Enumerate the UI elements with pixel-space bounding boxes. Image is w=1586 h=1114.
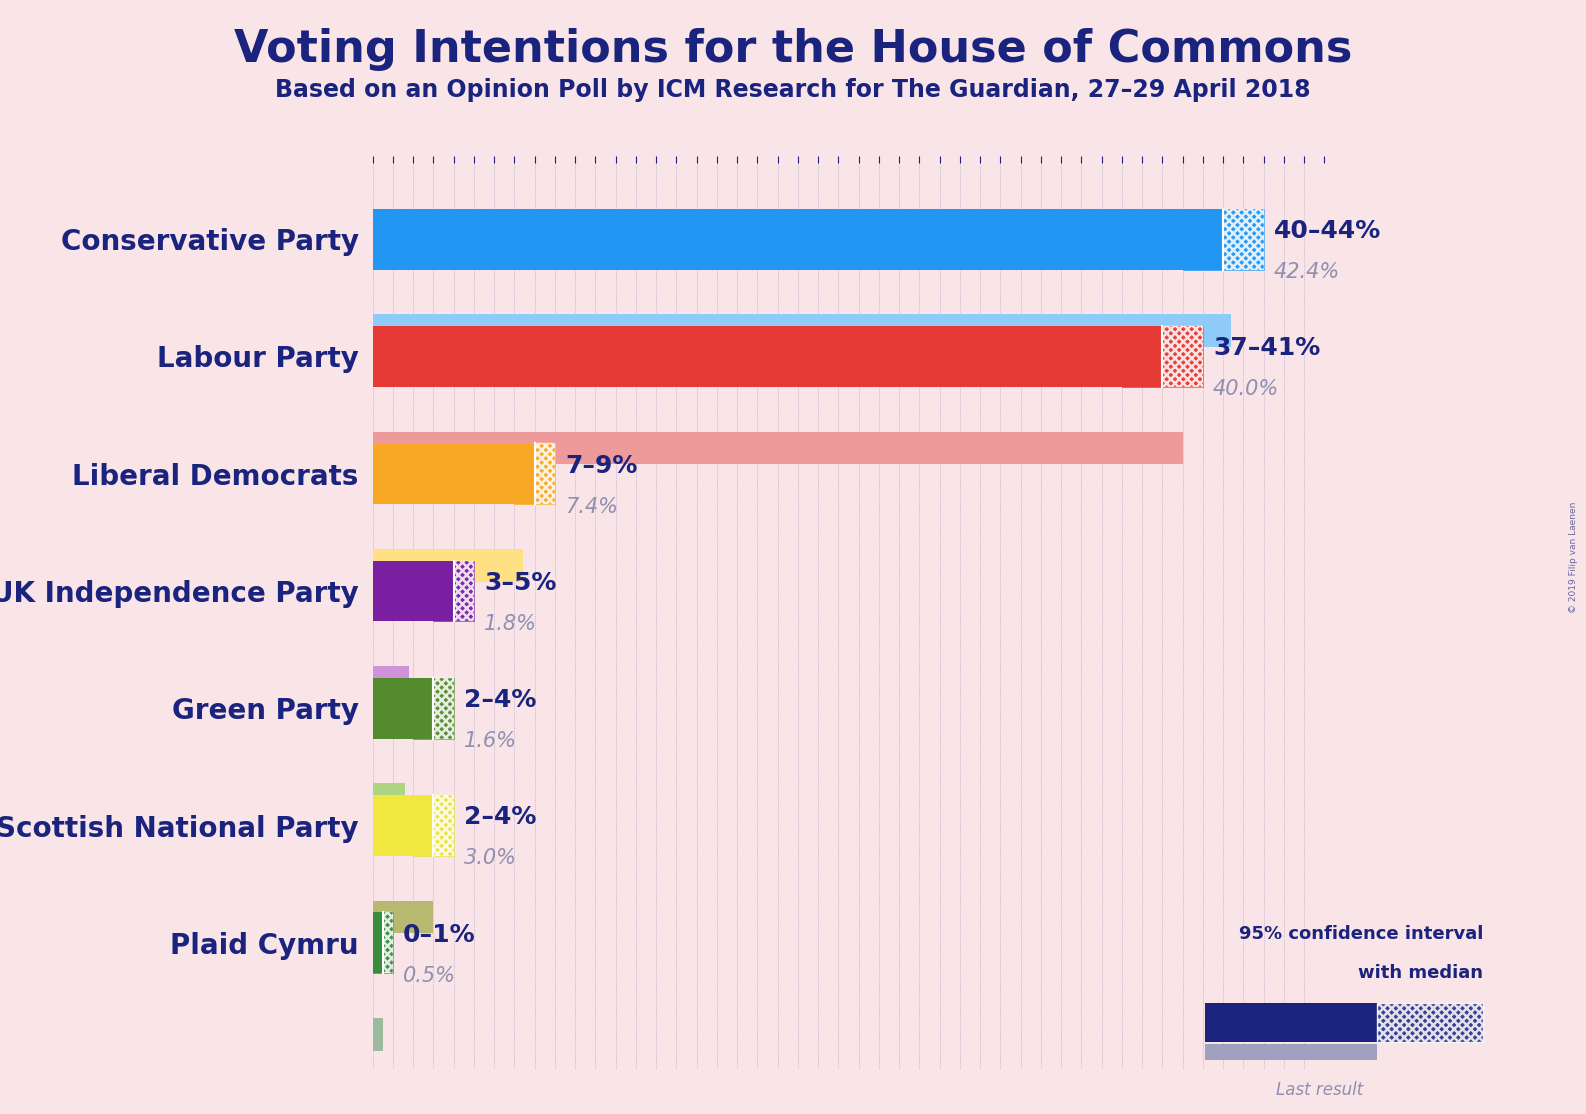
- Text: 1.6%: 1.6%: [463, 731, 517, 751]
- Text: with median: with median: [1358, 964, 1483, 981]
- Text: 37–41%: 37–41%: [1213, 336, 1320, 360]
- Bar: [373, 326, 1163, 387]
- Text: Last result: Last result: [1275, 1081, 1364, 1098]
- Bar: [373, 208, 1223, 270]
- Bar: [1223, 208, 1264, 270]
- Text: 2–4%: 2–4%: [463, 805, 536, 829]
- Bar: [373, 900, 433, 934]
- Text: © 2019 Filip van Laenen: © 2019 Filip van Laenen: [1569, 501, 1578, 613]
- Bar: [514, 443, 555, 505]
- Bar: [373, 912, 382, 974]
- Text: Voting Intentions for the House of Commons: Voting Intentions for the House of Commo…: [233, 28, 1353, 71]
- Text: 0–1%: 0–1%: [403, 922, 476, 947]
- Bar: [1183, 208, 1264, 270]
- Bar: [373, 443, 534, 505]
- Text: 40–44%: 40–44%: [1274, 219, 1381, 243]
- Bar: [1205, 1003, 1377, 1042]
- Text: 2–4%: 2–4%: [463, 688, 536, 712]
- Bar: [373, 912, 393, 974]
- Text: 3.0%: 3.0%: [463, 849, 517, 869]
- Bar: [373, 549, 522, 582]
- Text: Based on an Opinion Poll by ICM Research for The Guardian, 27–29 April 2018: Based on an Opinion Poll by ICM Research…: [276, 78, 1310, 102]
- Bar: [433, 677, 454, 739]
- Bar: [373, 666, 409, 698]
- Text: 7–9%: 7–9%: [565, 453, 638, 478]
- Bar: [414, 677, 454, 739]
- Bar: [373, 1018, 382, 1051]
- Bar: [433, 560, 474, 622]
- Bar: [373, 783, 404, 817]
- Bar: [1163, 326, 1202, 387]
- Text: 1.8%: 1.8%: [484, 614, 538, 634]
- Text: 40.0%: 40.0%: [1213, 379, 1280, 399]
- Bar: [373, 431, 1183, 465]
- Bar: [433, 795, 454, 856]
- Bar: [454, 560, 474, 622]
- Text: 0.5%: 0.5%: [403, 966, 457, 986]
- Bar: [414, 795, 454, 856]
- Bar: [1205, 1044, 1377, 1059]
- Bar: [1121, 326, 1202, 387]
- Bar: [1377, 1003, 1483, 1042]
- Bar: [373, 314, 1231, 348]
- Bar: [373, 677, 433, 739]
- Text: 3–5%: 3–5%: [484, 570, 557, 595]
- Bar: [534, 443, 555, 505]
- Text: 7.4%: 7.4%: [565, 497, 619, 517]
- Text: 42.4%: 42.4%: [1274, 262, 1340, 282]
- Text: 95% confidence interval: 95% confidence interval: [1239, 925, 1483, 942]
- Bar: [373, 795, 433, 856]
- Bar: [373, 560, 454, 622]
- Bar: [382, 912, 393, 974]
